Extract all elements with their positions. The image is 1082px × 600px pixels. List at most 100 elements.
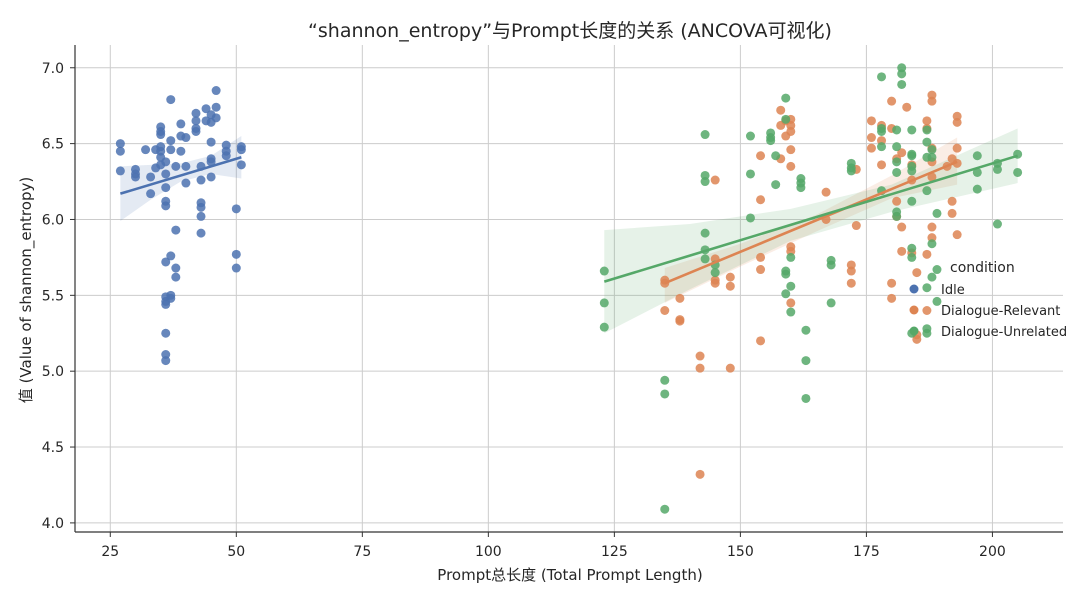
- scatter-point: [176, 146, 186, 156]
- scatter-point: [826, 298, 836, 308]
- scatter-point: [887, 293, 897, 303]
- scatter-point: [161, 257, 171, 267]
- scatter-point: [700, 228, 710, 238]
- scatter-point: [771, 151, 781, 161]
- scatter-point: [866, 116, 876, 126]
- scatter-point: [756, 265, 766, 275]
- scatter-point: [781, 289, 791, 299]
- scatter-point: [892, 157, 902, 167]
- scatter-point: [695, 351, 705, 361]
- legend-marker: [909, 284, 919, 294]
- scatter-point: [877, 160, 887, 170]
- scatter-point: [801, 393, 811, 403]
- legend-label: Dialogue-Relevant: [941, 304, 1060, 319]
- scatter-point: [902, 102, 912, 112]
- scatter-point: [922, 305, 932, 315]
- scatter-point: [927, 145, 937, 155]
- scatter-point: [171, 225, 181, 235]
- scatter-point: [887, 278, 897, 288]
- scatter-point: [866, 133, 876, 143]
- legend-label: Idle: [941, 283, 965, 298]
- scatter-point: [786, 281, 796, 291]
- scatter-point: [897, 69, 907, 79]
- scatter-point: [892, 167, 902, 177]
- scatter-point: [786, 161, 796, 171]
- scatter-point: [781, 114, 791, 124]
- scatter-point: [156, 142, 166, 152]
- scatter-point: [892, 211, 902, 221]
- scatter-point: [700, 254, 710, 264]
- tick-labels: 25 50 75 100 125 150 175 200 4.0 4.5 5.0 5.5 6.0 6.5 7…: [42, 61, 1006, 560]
- scatter-point: [181, 161, 191, 171]
- scatter-point: [146, 172, 156, 182]
- scatter-point: [756, 336, 766, 346]
- scatter-point: [781, 93, 791, 103]
- scatter-point: [745, 131, 755, 141]
- scatter-point: [786, 145, 796, 155]
- scatter-point: [801, 356, 811, 366]
- scatter-point: [947, 208, 957, 218]
- regression-line-0: [119, 156, 242, 195]
- scatter-point: [211, 86, 221, 96]
- scatter-point: [161, 201, 171, 211]
- scatter-point: [710, 278, 720, 288]
- legend-title: condition: [950, 260, 1015, 276]
- scatter-point: [191, 116, 201, 126]
- scatter-point: [912, 268, 922, 278]
- scatter-point: [725, 281, 735, 291]
- scatter-point: [675, 316, 685, 326]
- scatter-point: [171, 272, 181, 282]
- scatter-point: [660, 504, 670, 514]
- scatter-point: [786, 307, 796, 317]
- scatter-point: [927, 96, 937, 106]
- scatter-point: [196, 202, 206, 212]
- x-tick-label: 200: [979, 544, 1006, 560]
- scatter-point: [171, 263, 181, 273]
- scatter-point: [236, 160, 246, 170]
- scatter-point: [1013, 167, 1023, 177]
- scatter-point: [756, 252, 766, 262]
- scatter-point: [161, 169, 171, 179]
- x-tick-label: 25: [101, 544, 119, 560]
- scatter-point: [851, 221, 861, 231]
- scatter-point: [922, 249, 932, 259]
- ci-band-1: [664, 137, 958, 303]
- scatter-point: [897, 222, 907, 232]
- scatter-point: [115, 146, 125, 156]
- scatter-point: [660, 375, 670, 385]
- scatter-point: [599, 266, 609, 276]
- scatter-point: [947, 196, 957, 206]
- scatter-point: [972, 151, 982, 161]
- scatter-point: [907, 252, 917, 262]
- scatter-point: [887, 96, 897, 106]
- legend-marker: [909, 326, 919, 336]
- scatter-point: [756, 195, 766, 205]
- regression-line-1: [664, 160, 958, 285]
- scatter-point: [599, 322, 609, 332]
- scatter-point: [927, 272, 937, 282]
- scatter-point: [897, 79, 907, 89]
- data-points: [115, 63, 1023, 514]
- scatter-point: [161, 356, 171, 366]
- scatter-point: [766, 136, 776, 146]
- scatter-point: [725, 272, 735, 282]
- scatter-point: [912, 334, 922, 344]
- scatter-point: [211, 113, 221, 123]
- scatter-point: [897, 148, 907, 158]
- regression-line-2: [603, 154, 1019, 283]
- scatter-point: [922, 137, 932, 147]
- scatter-point: [952, 158, 962, 168]
- scatter-point: [927, 172, 937, 182]
- scatter-point: [161, 328, 171, 338]
- y-tick-label: 5.0: [42, 364, 64, 380]
- scatter-point: [191, 108, 201, 118]
- scatter-point: [826, 260, 836, 270]
- scatter-point: [756, 151, 766, 161]
- scatter-point: [231, 263, 241, 273]
- scatter-point: [972, 167, 982, 177]
- x-tick-label: 50: [227, 544, 245, 560]
- scatter-point: [156, 130, 166, 140]
- scatter-point: [877, 72, 887, 82]
- y-axis-label: 值 (Value of shannon_entropy): [17, 177, 36, 403]
- scatter-point: [866, 143, 876, 153]
